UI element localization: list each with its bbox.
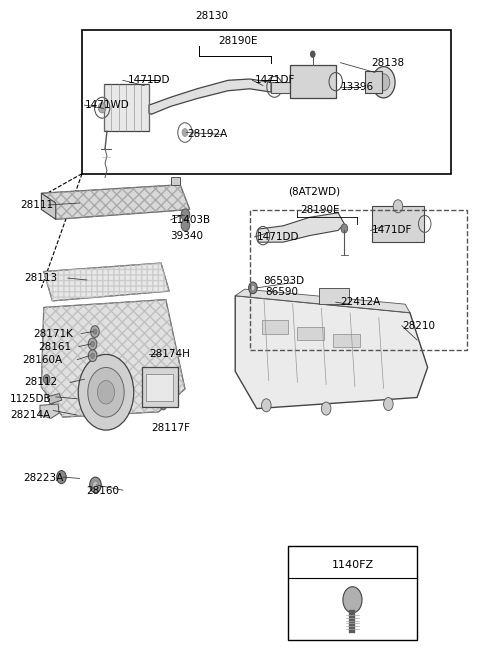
Bar	[298, 327, 324, 340]
Circle shape	[181, 209, 190, 220]
Bar	[333, 334, 360, 347]
Circle shape	[88, 350, 97, 362]
Circle shape	[57, 471, 66, 483]
Circle shape	[372, 67, 395, 98]
Bar	[290, 65, 336, 98]
Circle shape	[91, 341, 95, 347]
Text: 28174H: 28174H	[149, 349, 190, 360]
Text: 39340: 39340	[170, 231, 204, 241]
Bar	[365, 71, 382, 94]
Text: 28171K: 28171K	[33, 328, 73, 339]
Polygon shape	[41, 300, 185, 417]
Circle shape	[181, 219, 190, 231]
Text: 28192A: 28192A	[187, 129, 228, 139]
Circle shape	[341, 224, 348, 233]
Circle shape	[384, 398, 393, 411]
Circle shape	[93, 329, 97, 334]
Bar	[104, 84, 149, 131]
Bar	[372, 206, 424, 242]
Text: 28214A: 28214A	[10, 410, 50, 420]
Polygon shape	[40, 404, 59, 419]
Text: 1471DD: 1471DD	[128, 75, 170, 85]
Circle shape	[251, 285, 255, 290]
Bar	[319, 288, 348, 304]
Circle shape	[98, 103, 106, 113]
Text: 28160A: 28160A	[22, 354, 62, 365]
Circle shape	[343, 587, 362, 613]
Text: 28138: 28138	[372, 58, 405, 68]
Bar	[262, 320, 288, 334]
Text: 1140FZ: 1140FZ	[331, 560, 373, 570]
Text: 1471DF: 1471DF	[254, 75, 295, 85]
Text: 1125DB: 1125DB	[10, 394, 52, 404]
Polygon shape	[258, 213, 344, 242]
Bar	[82, 30, 451, 173]
Circle shape	[88, 338, 97, 350]
Bar	[250, 209, 468, 350]
Polygon shape	[235, 296, 428, 409]
Bar	[146, 374, 173, 402]
Circle shape	[182, 129, 188, 137]
Text: 28113: 28113	[24, 273, 58, 283]
Circle shape	[393, 199, 403, 213]
Circle shape	[91, 353, 95, 358]
Text: 1471WD: 1471WD	[84, 100, 129, 110]
Text: (8AT2WD): (8AT2WD)	[288, 186, 340, 196]
Circle shape	[249, 282, 257, 294]
Polygon shape	[47, 394, 62, 404]
Polygon shape	[41, 184, 190, 219]
Circle shape	[377, 74, 390, 91]
Text: 28161: 28161	[38, 341, 71, 352]
Text: 86590: 86590	[265, 287, 299, 298]
Text: 1471DD: 1471DD	[257, 232, 299, 242]
Circle shape	[97, 381, 115, 404]
Text: 28223A: 28223A	[24, 473, 64, 483]
Polygon shape	[41, 193, 56, 219]
Circle shape	[43, 375, 50, 384]
Polygon shape	[149, 79, 271, 114]
Text: 28210: 28210	[403, 320, 436, 331]
Text: 28190E: 28190E	[300, 205, 339, 215]
Circle shape	[88, 368, 124, 417]
Text: 22412A: 22412A	[340, 297, 381, 307]
Circle shape	[93, 481, 98, 489]
Bar	[142, 368, 178, 407]
Bar	[288, 545, 417, 640]
Circle shape	[90, 477, 101, 492]
Text: 28112: 28112	[24, 377, 58, 387]
Text: 28111: 28111	[20, 200, 53, 210]
Circle shape	[311, 51, 315, 58]
Circle shape	[322, 402, 331, 415]
Text: 11403B: 11403B	[170, 215, 211, 225]
Text: 1471DF: 1471DF	[372, 226, 412, 235]
Text: 86593D: 86593D	[263, 277, 304, 286]
Text: 28117F: 28117F	[152, 423, 191, 433]
Circle shape	[91, 326, 99, 337]
Polygon shape	[271, 82, 290, 94]
Circle shape	[78, 354, 134, 430]
Text: 13396: 13396	[340, 82, 373, 92]
Bar	[170, 177, 180, 184]
Text: 28130: 28130	[195, 10, 228, 21]
Text: 28190E: 28190E	[218, 36, 258, 46]
Polygon shape	[44, 263, 169, 301]
Text: 28160: 28160	[86, 487, 119, 496]
Polygon shape	[235, 289, 410, 313]
Circle shape	[262, 399, 271, 412]
Circle shape	[160, 401, 167, 410]
